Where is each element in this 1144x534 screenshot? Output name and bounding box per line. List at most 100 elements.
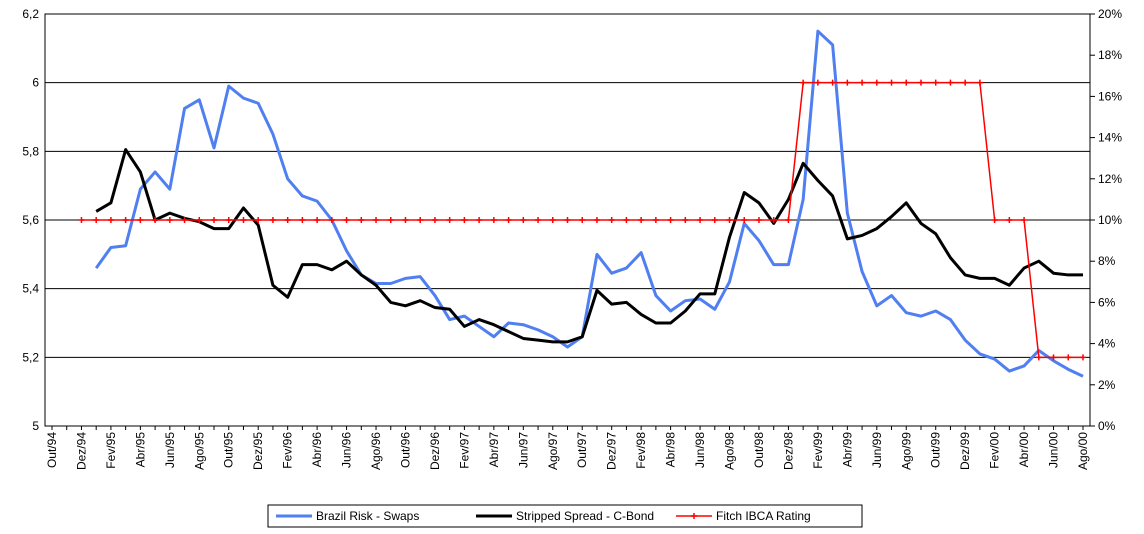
x-tick-label: Ago/98 <box>723 432 737 470</box>
point-marker <box>387 217 394 223</box>
y2-tick-label: 2% <box>1098 378 1116 392</box>
y-tick-label: 5,6 <box>22 213 39 227</box>
x-tick-label: Dez/96 <box>428 432 442 470</box>
point-marker <box>284 217 291 223</box>
point-marker <box>225 217 232 223</box>
x-tick-label: Ago/99 <box>899 432 913 470</box>
point-marker <box>1021 217 1028 223</box>
y2-tick-label: 8% <box>1098 254 1116 268</box>
x-tick-label: Ago/96 <box>369 432 383 470</box>
x-tick-label: Out/99 <box>929 432 943 468</box>
point-marker <box>770 217 777 223</box>
point-marker <box>211 217 218 223</box>
point-marker <box>269 217 276 223</box>
point-marker <box>564 217 571 223</box>
x-tick-label: Dez/95 <box>251 432 265 470</box>
point-marker <box>608 217 615 223</box>
x-tick-label: Fev/97 <box>457 432 471 469</box>
y2-tick-label: 0% <box>1098 419 1116 433</box>
series-line <box>94 29 1084 378</box>
legend-label: Brazil Risk - Swaps <box>316 509 419 523</box>
x-tick-label: Out/94 <box>45 432 59 468</box>
point-marker <box>991 217 998 223</box>
point-marker <box>1080 354 1086 361</box>
point-marker <box>1006 217 1013 223</box>
x-tick-label: Fev/95 <box>104 432 118 469</box>
point-marker <box>888 79 895 86</box>
point-marker <box>373 217 380 223</box>
y2-tick-label: 10% <box>1098 213 1122 227</box>
x-tick-label: Abr/98 <box>664 432 678 468</box>
point-marker <box>726 217 733 223</box>
x-tick-label: Fev/99 <box>811 432 825 469</box>
point-marker <box>755 217 762 223</box>
legend-marker <box>691 513 697 519</box>
x-tick-label: Out/95 <box>222 432 236 468</box>
x-tick-label: Abr/96 <box>310 432 324 468</box>
point-marker <box>785 217 792 223</box>
point-marker <box>741 217 748 223</box>
legend-label: Fitch IBCA Rating <box>716 509 811 523</box>
legend: Brazil Risk - Swaps Stripped Spread - C-B… <box>267 504 863 528</box>
x-tick-label: Dez/94 <box>74 432 88 470</box>
point-marker <box>78 217 85 223</box>
point-marker <box>932 79 939 86</box>
point-marker <box>549 217 556 223</box>
point-marker <box>917 79 924 86</box>
x-tick-label: Jun/99 <box>870 432 884 468</box>
point-marker <box>579 217 586 223</box>
point-marker <box>947 79 954 86</box>
point-marker <box>490 217 497 223</box>
point-marker <box>314 217 321 223</box>
point-marker <box>520 217 527 223</box>
point-marker <box>461 217 468 223</box>
x-tick-label: Jun/96 <box>340 432 354 468</box>
y2-tick-label: 4% <box>1098 337 1116 351</box>
point-marker <box>446 217 453 223</box>
x-tick-label: Abr/95 <box>133 432 147 468</box>
point-marker <box>859 79 866 86</box>
point-marker <box>962 79 969 86</box>
y-tick-label: 6 <box>32 76 39 90</box>
point-marker <box>402 217 409 223</box>
point-marker <box>844 79 851 86</box>
point-marker <box>505 217 512 223</box>
point-marker <box>358 217 365 223</box>
point-marker <box>137 217 144 223</box>
point-marker <box>873 79 880 86</box>
legend-box <box>267 504 863 528</box>
x-tick-label: Jun/98 <box>693 432 707 468</box>
y-tick-label: 5 <box>32 419 39 433</box>
point-marker <box>903 79 910 86</box>
x-tick-label: Out/97 <box>575 432 589 468</box>
x-tick-label: Fev/00 <box>988 432 1002 469</box>
point-marker <box>181 217 188 223</box>
x-tick-label: Ago/00 <box>1076 432 1090 470</box>
point-marker <box>1065 354 1072 361</box>
y-tick-label: 5,8 <box>22 144 39 158</box>
point-marker <box>93 217 100 223</box>
y2-tick-label: 12% <box>1098 172 1122 186</box>
y-tick-label: 6,2 <box>22 7 39 21</box>
point-marker <box>107 217 114 223</box>
x-tick-label: Ago/95 <box>192 432 206 470</box>
y2-tick-label: 16% <box>1098 89 1122 103</box>
point-marker <box>240 217 247 223</box>
point-marker <box>535 217 542 223</box>
x-tick-label: Out/98 <box>752 432 766 468</box>
point-marker <box>166 217 173 223</box>
y2-tick-label: 20% <box>1098 7 1122 21</box>
x-tick-label: Fev/98 <box>634 432 648 469</box>
x-tick-label: Dez/97 <box>605 432 619 470</box>
x-tick-label: Abr/00 <box>1017 432 1031 468</box>
point-marker <box>1050 354 1057 361</box>
point-marker <box>1035 354 1042 361</box>
y2-tick-label: 6% <box>1098 295 1116 309</box>
point-marker <box>800 79 807 86</box>
x-tick-label: Dez/99 <box>958 432 972 470</box>
point-marker <box>255 217 262 223</box>
point-marker <box>431 217 438 223</box>
point-marker <box>593 217 600 223</box>
point-marker <box>976 79 983 86</box>
